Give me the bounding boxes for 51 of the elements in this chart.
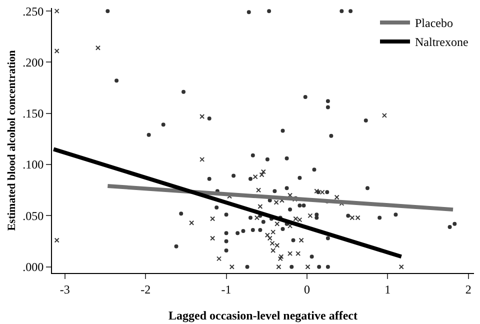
point bbox=[267, 236, 272, 241]
x-tick-label: 2 bbox=[465, 282, 472, 296]
point bbox=[398, 264, 404, 270]
legend-label: Placebo bbox=[415, 16, 453, 30]
point bbox=[200, 156, 205, 162]
point bbox=[189, 220, 194, 226]
point bbox=[264, 232, 270, 238]
point bbox=[229, 264, 234, 270]
point bbox=[254, 215, 260, 220]
point bbox=[270, 230, 276, 235]
x-tick-label: -1 bbox=[221, 282, 232, 296]
point bbox=[54, 238, 60, 243]
point bbox=[216, 256, 222, 262]
x-tick-label: 1 bbox=[384, 282, 391, 296]
point bbox=[298, 238, 304, 243]
point bbox=[296, 251, 301, 256]
legend-label: Naltrexone bbox=[415, 35, 468, 50]
y-tick-label: .000 bbox=[22, 260, 44, 274]
point bbox=[260, 169, 266, 174]
point bbox=[256, 188, 262, 193]
point bbox=[270, 248, 276, 253]
point bbox=[382, 112, 387, 118]
point bbox=[252, 174, 258, 180]
y-tick-label: .150 bbox=[22, 106, 44, 121]
y-tick-label: .100 bbox=[22, 158, 44, 172]
point bbox=[274, 221, 280, 226]
point bbox=[258, 204, 263, 209]
point bbox=[200, 114, 205, 119]
y-tick-label: .050 bbox=[22, 208, 44, 223]
y-tick-label: .250 bbox=[22, 4, 44, 18]
point bbox=[305, 264, 310, 270]
x-axis-title: Lagged occasion-level negative affect bbox=[168, 308, 358, 322]
point bbox=[54, 48, 60, 54]
point bbox=[210, 216, 216, 222]
point bbox=[210, 236, 216, 241]
y-axis-title: Estimated blood alcohol concentration bbox=[6, 50, 18, 231]
point bbox=[293, 216, 298, 222]
point bbox=[288, 251, 293, 256]
y-tick-label: .200 bbox=[22, 55, 44, 70]
point bbox=[259, 172, 264, 178]
x-tick-label: 0 bbox=[304, 282, 310, 296]
x-tick-label: -3 bbox=[60, 282, 70, 296]
point bbox=[95, 45, 100, 50]
point bbox=[278, 256, 283, 262]
point bbox=[276, 264, 282, 270]
point bbox=[54, 8, 60, 14]
point bbox=[297, 217, 302, 222]
x-tick-label: -2 bbox=[140, 282, 151, 296]
point bbox=[308, 213, 313, 218]
point bbox=[278, 254, 284, 260]
point bbox=[334, 194, 340, 200]
